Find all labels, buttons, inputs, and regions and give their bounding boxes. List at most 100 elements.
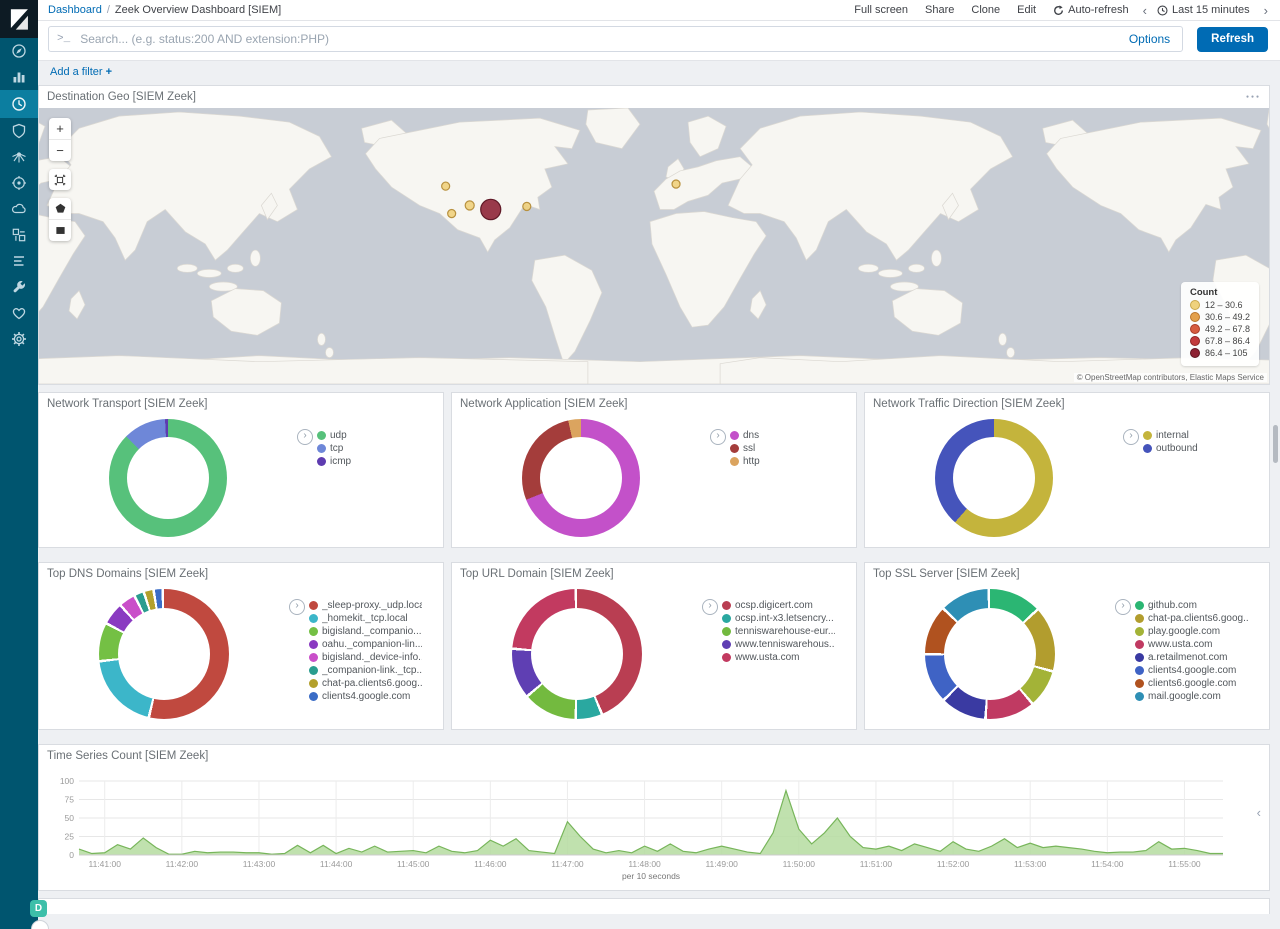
legend-label: www.usta.com <box>1148 639 1213 650</box>
geo-point[interactable] <box>480 198 502 221</box>
map-draw-rectangle-button[interactable] <box>49 220 71 241</box>
sidebar-item-compass[interactable] <box>0 38 38 64</box>
legend-collapse-button[interactable]: › <box>710 429 726 445</box>
legend-item[interactable]: a.retailmenot.com <box>1135 652 1263 664</box>
options-link[interactable]: Options <box>1128 32 1171 46</box>
map-zoom-in-button[interactable]: + <box>49 118 71 140</box>
legend-item[interactable]: oahu._companion-lin... <box>309 639 437 651</box>
time-back-chevron[interactable]: ‹ <box>1142 2 1147 18</box>
world-map[interactable]: + − <box>39 108 1269 384</box>
space-badge[interactable]: D <box>30 900 47 917</box>
legend-item[interactable]: tcp <box>317 443 437 455</box>
auto-refresh-button[interactable]: Auto-refresh <box>1053 4 1129 16</box>
legend-item[interactable]: ocsp.int-x3.letsencry... <box>722 613 850 625</box>
legend-item[interactable]: _companion-link._tcp.... <box>309 665 437 677</box>
legend-item[interactable]: clients6.google.com <box>1135 678 1263 690</box>
sidebar-item-logs[interactable] <box>0 248 38 274</box>
legend-label: dns <box>743 430 760 441</box>
clone-button[interactable]: Clone <box>971 4 1001 16</box>
scrollbar-thumb[interactable] <box>1273 425 1278 463</box>
legend-item[interactable]: chat-pa.clients6.goog... <box>309 678 437 690</box>
geo-point[interactable] <box>441 181 451 191</box>
kibana-logo[interactable] <box>0 0 38 38</box>
legend-item[interactable]: outbound <box>1143 443 1263 455</box>
map-fit-bounds-button[interactable] <box>49 169 71 190</box>
sidebar-item-dashboard-clock[interactable] <box>0 90 38 118</box>
legend-collapse-button[interactable]: › <box>297 429 313 445</box>
heartbeat-icon <box>12 308 26 320</box>
legend-item[interactable]: clients4.google.com <box>309 691 437 703</box>
full-screen-button[interactable]: Full screen <box>854 4 909 16</box>
legend-item[interactable]: _sleep-proxy._udp.local <box>309 600 437 612</box>
legend-item[interactable]: bigisland._companio... <box>309 626 437 638</box>
geo-point[interactable] <box>671 179 681 189</box>
panel-title: Top DNS Domains [SIEM Zeek] <box>47 568 209 580</box>
legend-item[interactable]: www.tenniswarehous... <box>722 639 850 651</box>
legend-item[interactable]: chat-pa.clients6.goog... <box>1135 613 1263 625</box>
legend-item[interactable]: _homekit._tcp.local <box>309 613 437 625</box>
geo-point[interactable] <box>522 201 532 212</box>
sidebar-item-network-rays[interactable] <box>0 144 38 170</box>
refresh-icon <box>1054 4 1064 15</box>
network-transport-donut-chart[interactable] <box>109 419 227 537</box>
legend-item[interactable]: tenniswarehouse-eur... <box>722 626 850 638</box>
legend-collapse-chevron[interactable]: ‹ <box>1256 805 1261 820</box>
legend-item[interactable]: ocsp.digicert.com <box>722 600 850 612</box>
sidebar-item-gear[interactable] <box>0 326 38 352</box>
sidebar-item-heartbeat[interactable] <box>0 300 38 326</box>
top-dns-domains-donut-chart[interactable] <box>99 589 229 719</box>
map-attribution: © OpenStreetMap contributors, Elastic Ma… <box>1073 373 1267 382</box>
edit-button[interactable]: Edit <box>1017 4 1037 16</box>
legend-item[interactable]: www.usta.com <box>1135 639 1263 651</box>
search-input[interactable] <box>78 31 1119 47</box>
top-url-domain-donut-chart[interactable] <box>512 589 642 719</box>
legend-collapse-button[interactable]: › <box>1115 599 1131 615</box>
sidebar-item-wrench[interactable] <box>0 274 38 300</box>
refresh-button[interactable]: Refresh <box>1197 26 1268 52</box>
legend-item[interactable]: dns <box>730 430 850 442</box>
breadcrumb-dashboard[interactable]: Dashboard <box>48 4 102 16</box>
legend-item[interactable]: bigisland._device-info... <box>309 652 437 664</box>
time-series-area-chart[interactable]: 0 25 50 75 100 11:41:00 11:42:00 11:43:00 11:44:… <box>45 775 1253 881</box>
legend-item[interactable]: internal <box>1143 430 1263 442</box>
legend-collapse-button[interactable]: › <box>1123 429 1139 445</box>
panel-options-icon[interactable]: ●●● <box>1245 94 1261 100</box>
legend-collapse-button[interactable]: › <box>702 599 718 615</box>
map-zoom-out-button[interactable]: − <box>56 143 64 158</box>
legend-item[interactable]: clients4.google.com <box>1135 665 1263 677</box>
legend-item[interactable]: udp <box>317 430 437 442</box>
map-draw-polygon-button[interactable] <box>49 198 71 220</box>
plus-icon: + <box>105 66 113 78</box>
legend-item[interactable]: www.usta.com <box>722 652 850 664</box>
sidebar-item-infrastructure[interactable] <box>0 222 38 248</box>
network-application-donut-chart[interactable] <box>522 419 640 537</box>
legend-item[interactable]: mail.google.com <box>1135 691 1263 703</box>
legend-item[interactable]: http <box>730 456 850 468</box>
share-button[interactable]: Share <box>925 4 955 16</box>
top-ssl-server-donut-chart[interactable] <box>925 589 1055 719</box>
sidebar-item-cloud[interactable] <box>0 196 38 222</box>
world-map-svg <box>39 108 1269 384</box>
geo-point[interactable] <box>464 200 475 211</box>
legend-item[interactable]: play.google.com <box>1135 626 1263 638</box>
map-legend-range: 86.4 – 105 <box>1204 348 1248 358</box>
sidebar-item-target[interactable] <box>0 170 38 196</box>
legend-item[interactable]: github.com <box>1135 600 1263 612</box>
network-traffic-direction-donut-chart[interactable] <box>935 419 1053 537</box>
sidebar-item-bar-chart[interactable] <box>0 64 38 90</box>
sidebar-item-shield[interactable] <box>0 118 38 144</box>
time-range-picker[interactable]: Last 15 minutes <box>1157 4 1250 16</box>
map-data-points[interactable] <box>441 179 681 221</box>
geo-point[interactable] <box>447 208 457 219</box>
legend-item[interactable]: icmp <box>317 456 437 468</box>
collapse-nav-icon[interactable] <box>31 920 49 929</box>
legend-label: _sleep-proxy._udp.local <box>322 600 422 611</box>
legend-swatch <box>722 640 731 649</box>
rectangle-icon <box>55 227 65 234</box>
svg-text:11:43:00: 11:43:00 <box>243 859 276 869</box>
legend-item[interactable]: ssl <box>730 443 850 455</box>
add-filter-link[interactable]: Add a filter + <box>50 66 113 78</box>
time-forward-chevron[interactable]: › <box>1263 2 1268 18</box>
search-box[interactable]: >_ Options <box>48 26 1184 52</box>
legend-collapse-button[interactable]: › <box>289 599 305 615</box>
